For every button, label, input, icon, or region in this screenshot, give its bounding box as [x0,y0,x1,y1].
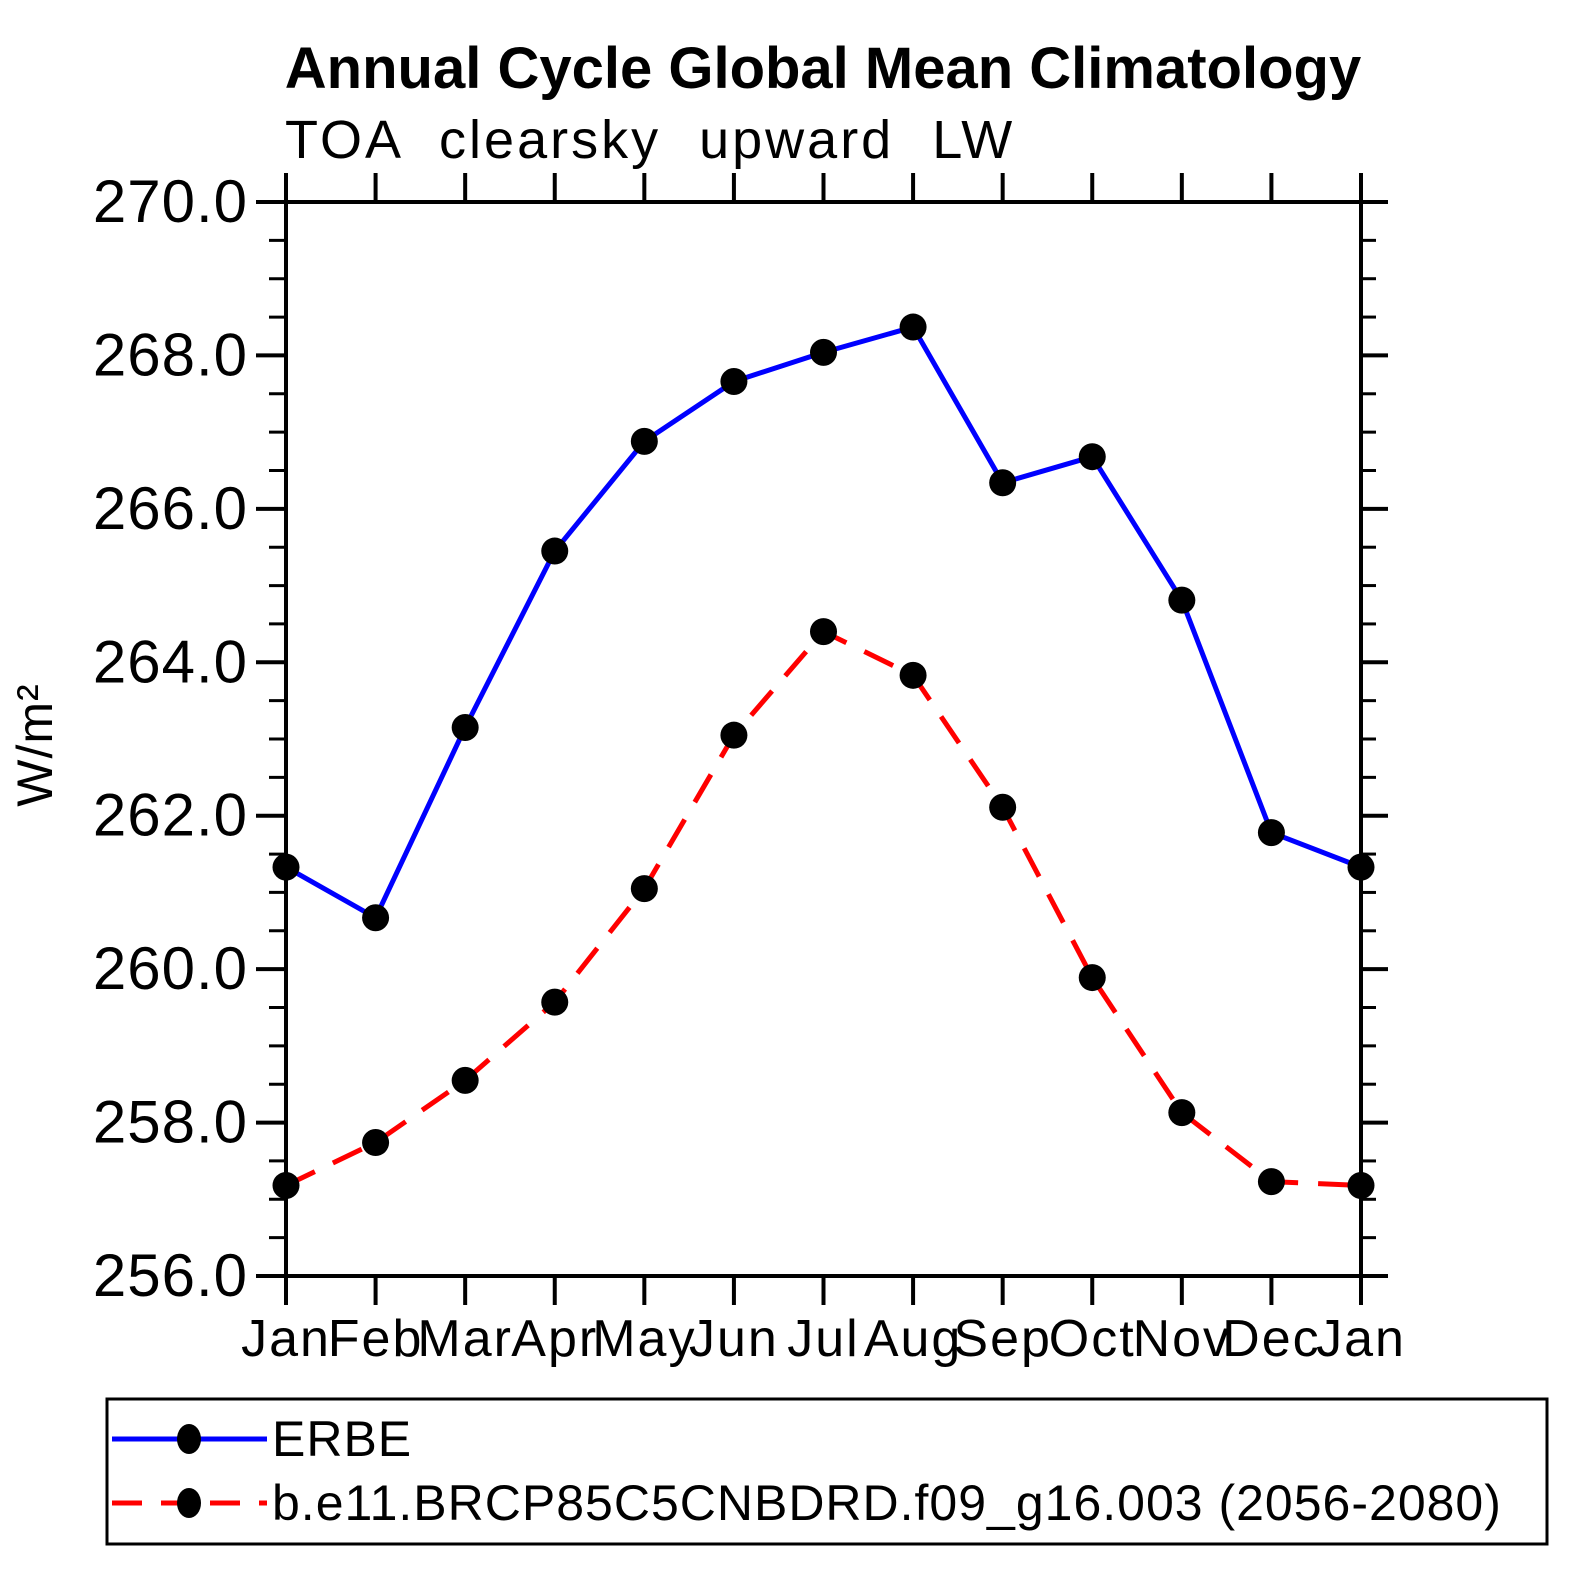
data-point-marker [1078,443,1106,471]
y-tick-label: 270.0 [93,168,248,235]
chart-subtitle: TOA clearsky upward LW [285,110,1015,170]
x-tick-label: Sep [953,1310,1052,1368]
legend-box [105,1397,1549,1546]
legend-entry-model: b.e11.BRCP85C5CNBDRD.f09_g16.003 (2056-2… [112,1475,1502,1531]
data-point-marker [1347,1171,1375,1199]
series-line-model [284,629,1362,1188]
legend-label-model: b.e11.BRCP85C5CNBDRD.f09_g16.003 (2056-2… [272,1475,1502,1531]
x-tick-label: Jul [787,1310,859,1368]
y-tick-label: 262.0 [93,782,248,849]
y-tick-label: 266.0 [93,475,248,542]
data-point-marker [1168,586,1196,614]
data-point-marker [810,618,837,646]
y-tick-label: 268.0 [93,321,248,388]
legend-marker-icon [177,1488,201,1518]
x-tick-label: Nov [1133,1310,1231,1368]
page-title: Annual Cycle Global Mean Climatology [285,36,1361,101]
data-point-marker [720,721,748,749]
y-tick-label: 260.0 [93,935,248,1002]
data-point-marker [362,904,390,932]
x-tick-label: May [592,1310,696,1368]
data-point-marker [630,427,658,455]
x-tick-label: Jun [689,1310,779,1368]
x-tick-label: Oct [1049,1310,1136,1368]
legend-label-erbe: ERBE [272,1411,412,1467]
data-point-marker [451,1066,479,1094]
x-tick-label: Feb [328,1310,424,1368]
data-point-marker [720,368,748,396]
x-tick-label: Jan [241,1310,331,1368]
data-point-marker [541,537,569,565]
x-tick-label: Jan [1316,1310,1406,1368]
data-point-marker [451,713,479,741]
data-point-marker [1257,1168,1285,1196]
data-point-marker [541,988,569,1016]
x-tick-label: Dec [1222,1310,1320,1368]
data-point-marker [630,875,658,903]
data-point-marker [272,1171,300,1199]
data-point-marker [989,469,1017,497]
data-point-marker [1347,853,1375,881]
legend-entry-erbe: ERBE [112,1411,412,1467]
y-tick-label: 258.0 [93,1089,248,1156]
data-point-marker [272,853,300,881]
y-tick-label: 256.0 [93,1242,248,1309]
legend: ERBE b.e11.BRCP85C5CNBDRD.f09_g16.003 (2… [105,1397,1549,1546]
x-tick-label: Aug [864,1310,963,1368]
data-point-marker [899,313,927,341]
data-point-marker [989,793,1017,821]
y-axis-label: W/m² [7,683,63,806]
x-tick-label: Apr [511,1310,598,1368]
data-point-marker [810,338,837,366]
data-point-marker [1257,819,1285,847]
data-point-marker [362,1129,390,1157]
data-point-marker [899,661,927,689]
x-tick-label: Mar [417,1310,513,1368]
legend-marker-icon [177,1424,201,1454]
data-point-marker [1168,1099,1196,1127]
y-tick-label: 264.0 [93,628,248,695]
data-point-marker [1078,964,1106,992]
